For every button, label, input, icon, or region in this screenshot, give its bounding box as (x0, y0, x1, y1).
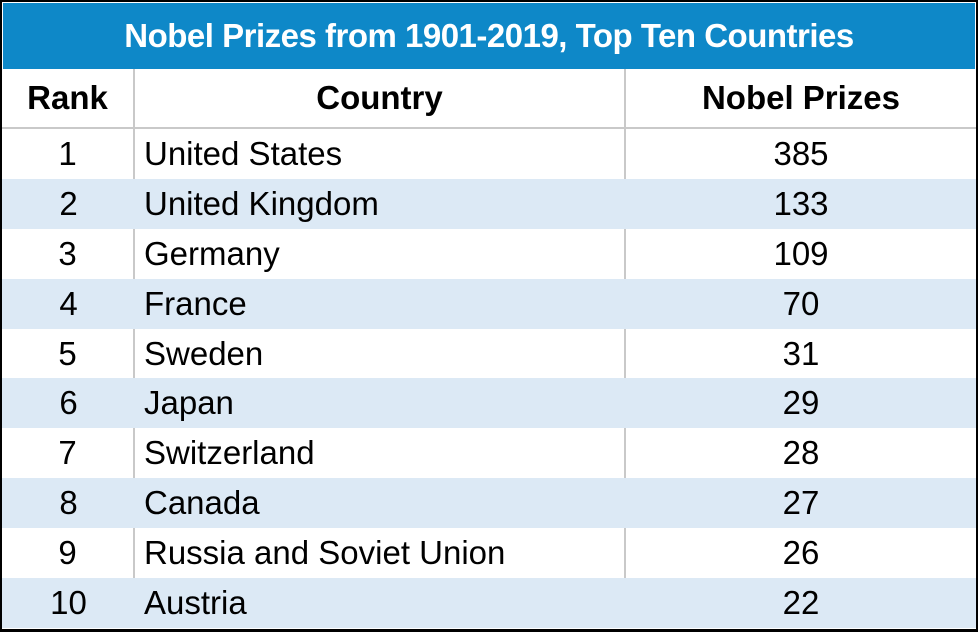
prizes-cell: 385 (773, 134, 829, 172)
country-cell: United Kingdom (144, 184, 379, 222)
prizes-cell: 27 (782, 484, 820, 522)
rank-cell: 9 (2, 528, 135, 579)
table-row: 7 Switzerland 28 (2, 428, 976, 479)
rank-cell: 10 (50, 583, 87, 621)
country-cell: Japan (144, 384, 234, 422)
rank-cell: 2 (59, 184, 78, 222)
column-header-country: Country (135, 69, 626, 127)
prizes-cell: 109 (773, 234, 829, 272)
table-row: 9 Russia and Soviet Union 26 (2, 528, 976, 579)
column-header-prizes: Nobel Prizes (701, 79, 901, 116)
rank-cell: 4 (59, 284, 78, 322)
table-row: 2 United Kingdom 133 (2, 178, 976, 229)
prizes-cell: 26 (782, 534, 820, 572)
country-cell: Canada (144, 484, 260, 522)
table-header-row: Rank Country Nobel Prizes (2, 69, 976, 129)
rank-cell: 7 (2, 428, 135, 479)
table-row: 10 Austria 22 (2, 578, 976, 628)
prizes-cell: 28 (782, 434, 820, 472)
prizes-cell: 31 (782, 334, 820, 372)
rank-cell: 8 (59, 484, 78, 522)
country-cell: France (144, 284, 247, 322)
prizes-cell: 133 (773, 184, 829, 222)
column-header-rank: Rank (2, 69, 135, 127)
table-row: 8 Canada 27 (2, 478, 976, 529)
table-row: 5 Sweden 31 (2, 328, 976, 379)
prizes-cell: 29 (782, 384, 820, 422)
prizes-cell: 70 (782, 284, 820, 322)
table-title: Nobel Prizes from 1901-2019, Top Ten Cou… (3, 3, 975, 69)
table-body: 1 United States 385 2 United Kingdom 133… (2, 129, 976, 628)
country-cell: Russia and Soviet Union (135, 528, 626, 579)
table-row: 3 Germany 109 (2, 228, 976, 279)
rank-cell: 5 (2, 328, 135, 379)
table-row: 6 Japan 29 (2, 378, 976, 429)
country-cell: Sweden (135, 328, 626, 379)
country-cell: Germany (135, 228, 626, 279)
table-row: 1 United States 385 (2, 129, 976, 179)
country-cell: United States (135, 129, 626, 179)
rank-cell: 3 (2, 228, 135, 279)
country-cell: Austria (144, 583, 247, 621)
rank-cell: 1 (2, 129, 135, 179)
table-row: 4 France 70 (2, 278, 976, 329)
country-cell: Switzerland (135, 428, 626, 479)
prizes-cell: 22 (782, 583, 820, 621)
rank-cell: 6 (59, 384, 78, 422)
